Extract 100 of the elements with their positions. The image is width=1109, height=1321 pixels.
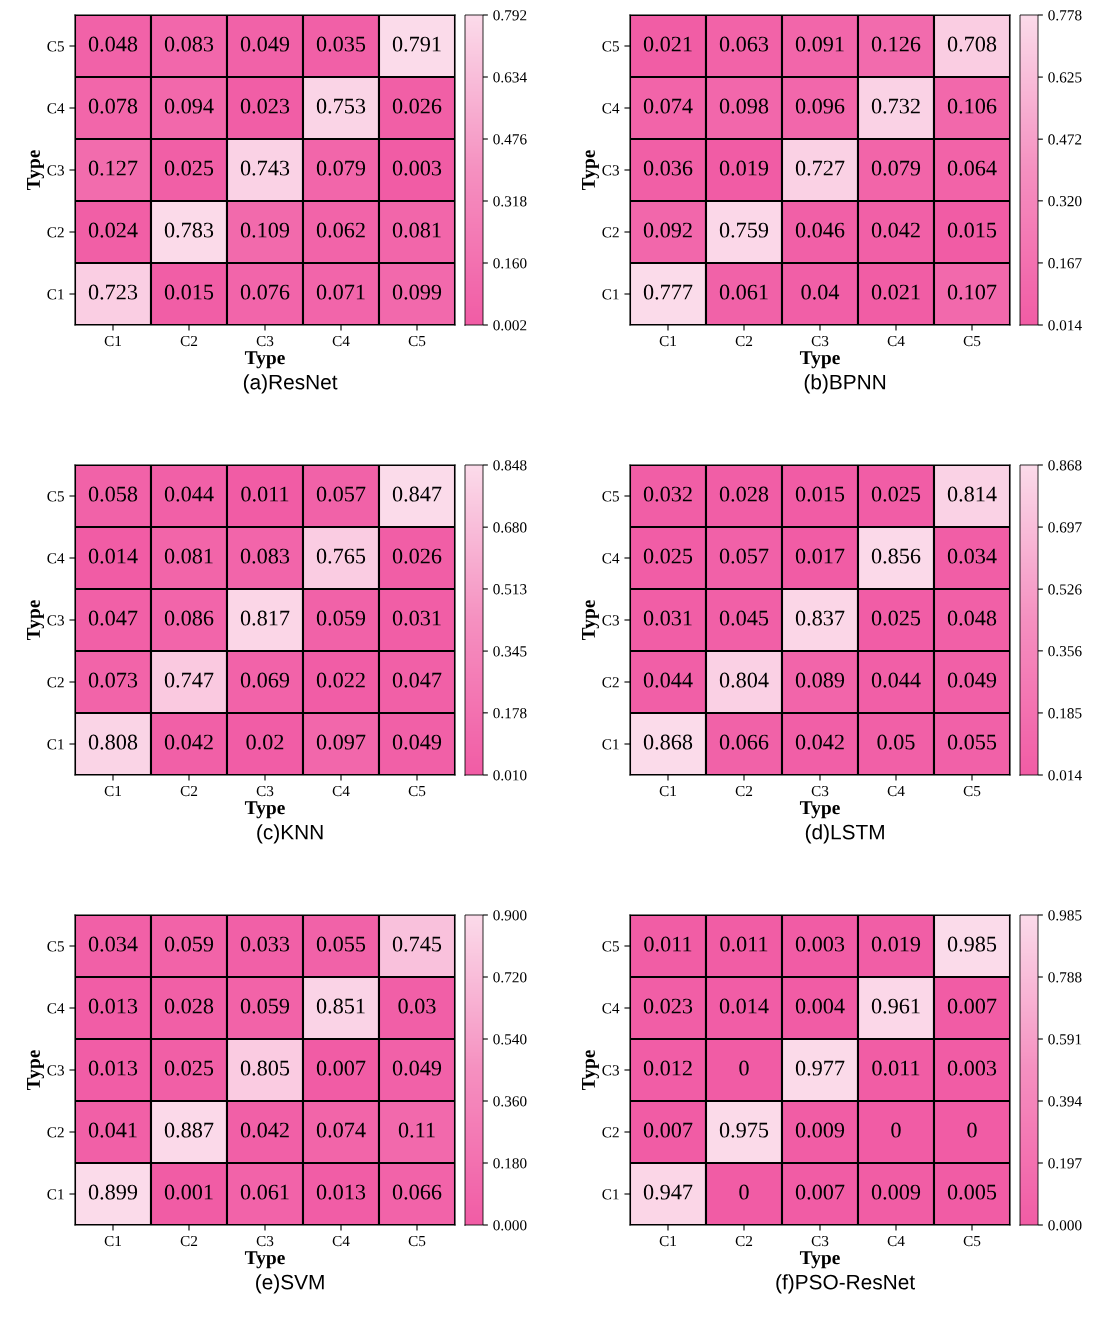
- data-label: 0.985: [947, 936, 997, 952]
- x-tick-label: C5: [408, 335, 426, 347]
- data-label: 0.034: [88, 936, 138, 952]
- color-bar-label: 0.476: [493, 134, 527, 145]
- y-tick-label: C1: [602, 289, 619, 300]
- data-label: 0.049: [240, 36, 290, 52]
- y-tick-label: C2: [602, 677, 619, 688]
- data-label: 0.013: [88, 998, 138, 1014]
- data-label: 0.044: [643, 672, 693, 688]
- y-tick-label: C4: [47, 1003, 65, 1014]
- data-label: 0.837: [795, 610, 845, 626]
- color-bar-label: 0.513: [493, 584, 527, 595]
- y-tick-label: C1: [47, 289, 64, 300]
- x-tick-label: C3: [811, 1235, 829, 1247]
- data-label: 0.732: [871, 98, 920, 114]
- data-label: 0.028: [164, 998, 214, 1014]
- data-label: 0.079: [871, 160, 921, 176]
- data-label: 0.025: [871, 486, 921, 502]
- color-bar-label: 0.625: [1048, 72, 1082, 83]
- data-label: 0.063: [719, 36, 769, 52]
- data-label: 0.868: [643, 734, 693, 750]
- color-bar-label: 0.634: [493, 72, 527, 83]
- color-bar-label: 0.788: [1048, 972, 1082, 983]
- color-bar-label: 0.697: [1048, 522, 1082, 533]
- data-label: 0.058: [88, 486, 138, 502]
- color-bar-label: 0.360: [493, 1096, 527, 1107]
- data-label: 0.057: [719, 548, 769, 564]
- data-label: 0.031: [643, 610, 692, 626]
- data-label: 0.042: [795, 734, 844, 750]
- data-label: 0.049: [947, 672, 997, 688]
- data-label: 0.791: [392, 36, 441, 52]
- text: (d)LSTM: [805, 824, 884, 844]
- data-label: 0.127: [88, 160, 138, 176]
- data-label: 0.025: [643, 548, 693, 564]
- data-label: 0.079: [316, 160, 366, 176]
- data-label: 0.026: [392, 548, 442, 564]
- y-tick-label: C2: [47, 677, 64, 688]
- x-axis-title: Type: [244, 1251, 285, 1269]
- data-label: 0.723: [88, 284, 138, 300]
- data-label: 0.02: [246, 734, 284, 750]
- data-label: 0.11: [398, 1122, 435, 1138]
- data-label: 0.066: [392, 1184, 442, 1200]
- data-label: 0.033: [240, 936, 290, 952]
- y-tick-label: C1: [602, 739, 619, 750]
- y-tick-label: C3: [602, 615, 619, 626]
- data-label: 0.076: [240, 284, 290, 300]
- x-tick-label: C1: [104, 335, 121, 347]
- data-label: 0.047: [392, 672, 442, 688]
- data-label: 0.765: [316, 548, 366, 564]
- x-axis-title: Type: [244, 801, 285, 819]
- color-bar-label: 0.778: [1048, 10, 1082, 21]
- x-tick-label: C4: [332, 1235, 350, 1247]
- x-tick-label: C2: [735, 335, 753, 347]
- data-label: 0.023: [240, 98, 290, 114]
- data-label: 0.004: [795, 998, 845, 1014]
- x-axis-title: Type: [799, 1251, 840, 1269]
- data-label: 0.851: [316, 998, 365, 1014]
- data-label: 0.017: [795, 548, 845, 564]
- y-tick-label: C5: [47, 941, 64, 952]
- y-tick-label: C3: [47, 615, 64, 626]
- data-label: 0.975: [719, 1122, 769, 1138]
- x-tick-label: C5: [963, 785, 981, 797]
- x-tick-label: C3: [811, 785, 829, 797]
- data-label: 0.094: [164, 98, 214, 114]
- color-bar-label: 0.680: [493, 522, 527, 533]
- data-label: 0.044: [871, 672, 921, 688]
- data-label: 0.061: [240, 1184, 289, 1200]
- data-label: 0.947: [643, 1184, 693, 1200]
- text: (b)BPNN: [804, 374, 886, 394]
- x-tick-label: C3: [256, 785, 274, 797]
- x-tick-label: C4: [887, 785, 905, 797]
- data-label: 0.078: [88, 98, 138, 114]
- data-label: 0.015: [795, 486, 845, 502]
- data-label: 0.107: [947, 284, 997, 300]
- data-label: 0.817: [240, 610, 290, 626]
- x-axis-title: Type: [799, 801, 840, 819]
- color-bar-label: 0.472: [1048, 134, 1082, 145]
- data-label: 0: [967, 1122, 977, 1138]
- data-label: 0.013: [88, 1060, 138, 1076]
- data-label: 0.743: [240, 160, 290, 176]
- y-tick-label: C3: [602, 1065, 619, 1076]
- data-label: 0.059: [316, 610, 366, 626]
- x-axis-title: Type: [799, 351, 840, 369]
- data-label: 0.025: [164, 1060, 214, 1076]
- data-label: 0.059: [164, 936, 214, 952]
- x-tick-label: C3: [811, 335, 829, 347]
- data-label: 0.001: [164, 1184, 213, 1200]
- data-label: 0.097: [316, 734, 366, 750]
- data-label: 0.015: [164, 284, 214, 300]
- y-tick-label: C5: [47, 41, 64, 52]
- y-axis-title: Type: [27, 1050, 44, 1091]
- data-label: 0.049: [392, 734, 442, 750]
- data-label: 0.098: [719, 98, 769, 114]
- data-label: 0.015: [947, 222, 997, 238]
- data-label: 0.003: [947, 1060, 997, 1076]
- data-label: 0.074: [316, 1122, 366, 1138]
- y-axis-title: Type: [27, 150, 44, 191]
- data-label: 0.753: [316, 98, 366, 114]
- x-tick-label: C4: [887, 335, 905, 347]
- data-label: 0.783: [164, 222, 214, 238]
